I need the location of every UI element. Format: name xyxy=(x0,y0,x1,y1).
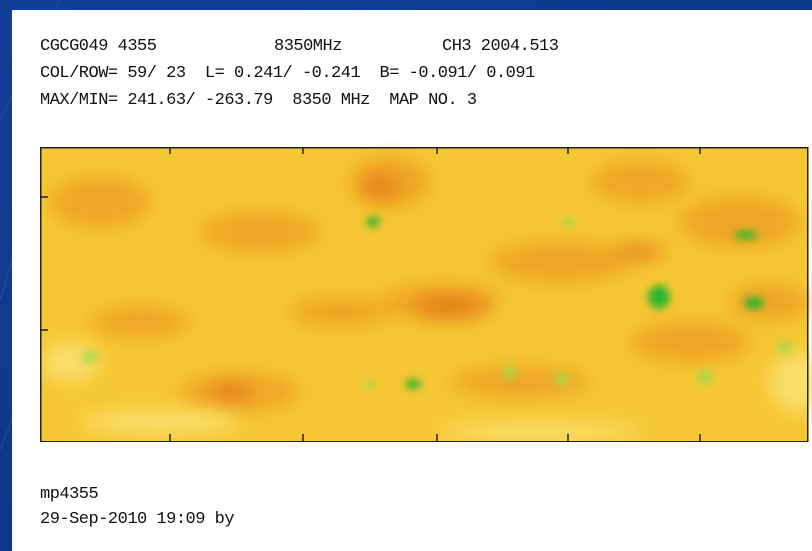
radio-map xyxy=(40,147,812,442)
footer-name: mp4355 xyxy=(40,485,99,504)
header-object: CGCG049 4355 xyxy=(40,37,157,56)
map-panel: CGCG049 4355 8350MHz CH3 2004.513 COL/RO… xyxy=(12,10,812,551)
footer-date: 29-Sep-2010 19:09 by xyxy=(40,510,235,529)
header-maxmin: MAX/MIN= 241.63/ -263.79 8350 MHz MAP NO… xyxy=(40,91,477,110)
header-channel: CH3 2004.513 xyxy=(442,37,559,56)
header-colrow: COL/ROW= 59/ 23 L= 0.241/ -0.241 B= -0.0… xyxy=(40,64,535,83)
header-frequency: 8350MHz xyxy=(274,37,342,56)
